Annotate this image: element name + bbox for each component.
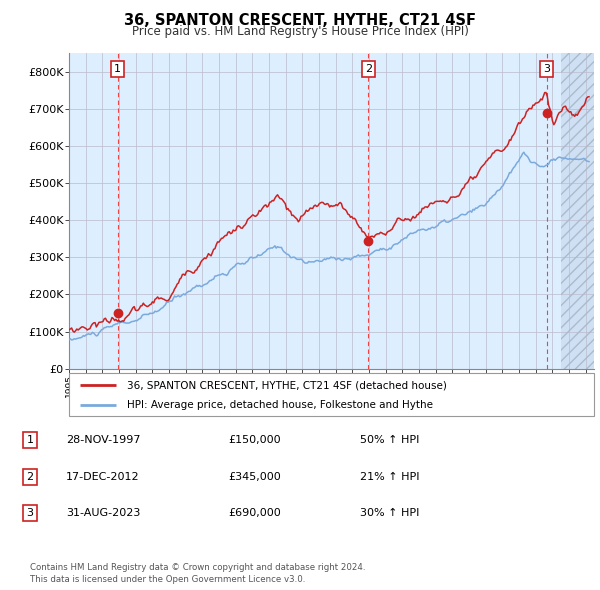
Bar	[560, 53, 594, 369]
Text: 1: 1	[114, 64, 121, 74]
Text: Price paid vs. HM Land Registry's House Price Index (HPI): Price paid vs. HM Land Registry's House …	[131, 25, 469, 38]
Text: 2: 2	[365, 64, 372, 74]
Text: Contains HM Land Registry data © Crown copyright and database right 2024.
This d: Contains HM Land Registry data © Crown c…	[30, 563, 365, 584]
Text: 28-NOV-1997: 28-NOV-1997	[66, 435, 140, 445]
Text: 36, SPANTON CRESCENT, HYTHE, CT21 4SF: 36, SPANTON CRESCENT, HYTHE, CT21 4SF	[124, 13, 476, 28]
Text: 3: 3	[543, 64, 550, 74]
Text: £150,000: £150,000	[228, 435, 281, 445]
Text: 50% ↑ HPI: 50% ↑ HPI	[360, 435, 419, 445]
Text: 2: 2	[26, 472, 34, 481]
Text: 30% ↑ HPI: 30% ↑ HPI	[360, 509, 419, 518]
Text: 3: 3	[26, 509, 34, 518]
Text: £345,000: £345,000	[228, 472, 281, 481]
Text: 31-AUG-2023: 31-AUG-2023	[66, 509, 140, 518]
Text: 17-DEC-2012: 17-DEC-2012	[66, 472, 140, 481]
Text: £690,000: £690,000	[228, 509, 281, 518]
Bar	[560, 53, 594, 369]
Text: 21% ↑ HPI: 21% ↑ HPI	[360, 472, 419, 481]
Text: HPI: Average price, detached house, Folkestone and Hythe: HPI: Average price, detached house, Folk…	[127, 401, 433, 410]
Text: 1: 1	[26, 435, 34, 445]
Text: 36, SPANTON CRESCENT, HYTHE, CT21 4SF (detached house): 36, SPANTON CRESCENT, HYTHE, CT21 4SF (d…	[127, 381, 446, 391]
